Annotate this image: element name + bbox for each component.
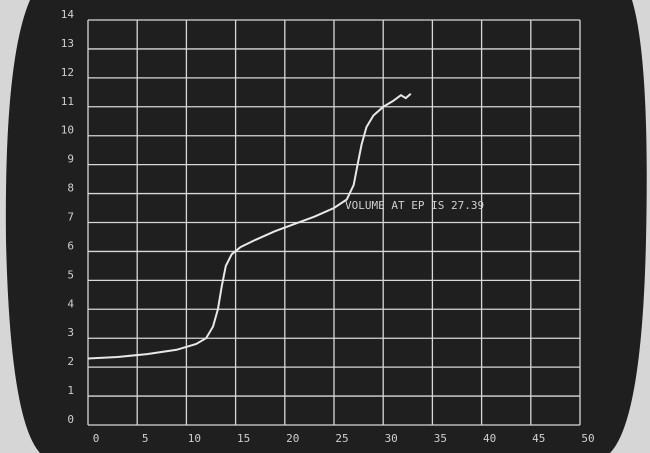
y-tick-label: 4 (67, 297, 74, 310)
x-tick-label: 10 (188, 432, 201, 445)
x-tick-label: 45 (532, 432, 545, 445)
y-tick-label: 0 (67, 413, 74, 426)
y-tick-label: 14 (61, 8, 75, 21)
crt-screen (5, 0, 647, 453)
titration-curve (87, 93, 412, 360)
y-tick-label: 1 (67, 384, 74, 397)
x-tick-label: 40 (483, 432, 496, 445)
y-tick-label: 13 (61, 37, 74, 50)
y-tick-label: 5 (67, 268, 74, 281)
y-tick-label: 10 (61, 124, 74, 137)
x-tick-label: 15 (237, 432, 250, 445)
y-tick-label: 9 (67, 153, 74, 166)
x-tick-label: 5 (142, 432, 149, 445)
y-tick-label: 12 (61, 66, 74, 79)
y-tick-label: 6 (67, 239, 74, 252)
x-tick-label: 20 (286, 432, 299, 445)
x-tick-label: 0 (93, 432, 100, 445)
y-tick-label: 7 (67, 211, 74, 224)
y-tick-label: 8 (67, 182, 74, 195)
y-tick-label: 2 (67, 355, 74, 368)
y-tick-label: 11 (61, 95, 74, 108)
x-tick-label: 35 (434, 432, 447, 445)
x-tick-label: 30 (385, 432, 398, 445)
annotation: VOLUME AT EP IS 27.39 (345, 199, 484, 212)
x-tick-label: 25 (335, 432, 348, 445)
x-tick-label: 50 (581, 432, 594, 445)
y-tick-label: 3 (67, 326, 74, 339)
